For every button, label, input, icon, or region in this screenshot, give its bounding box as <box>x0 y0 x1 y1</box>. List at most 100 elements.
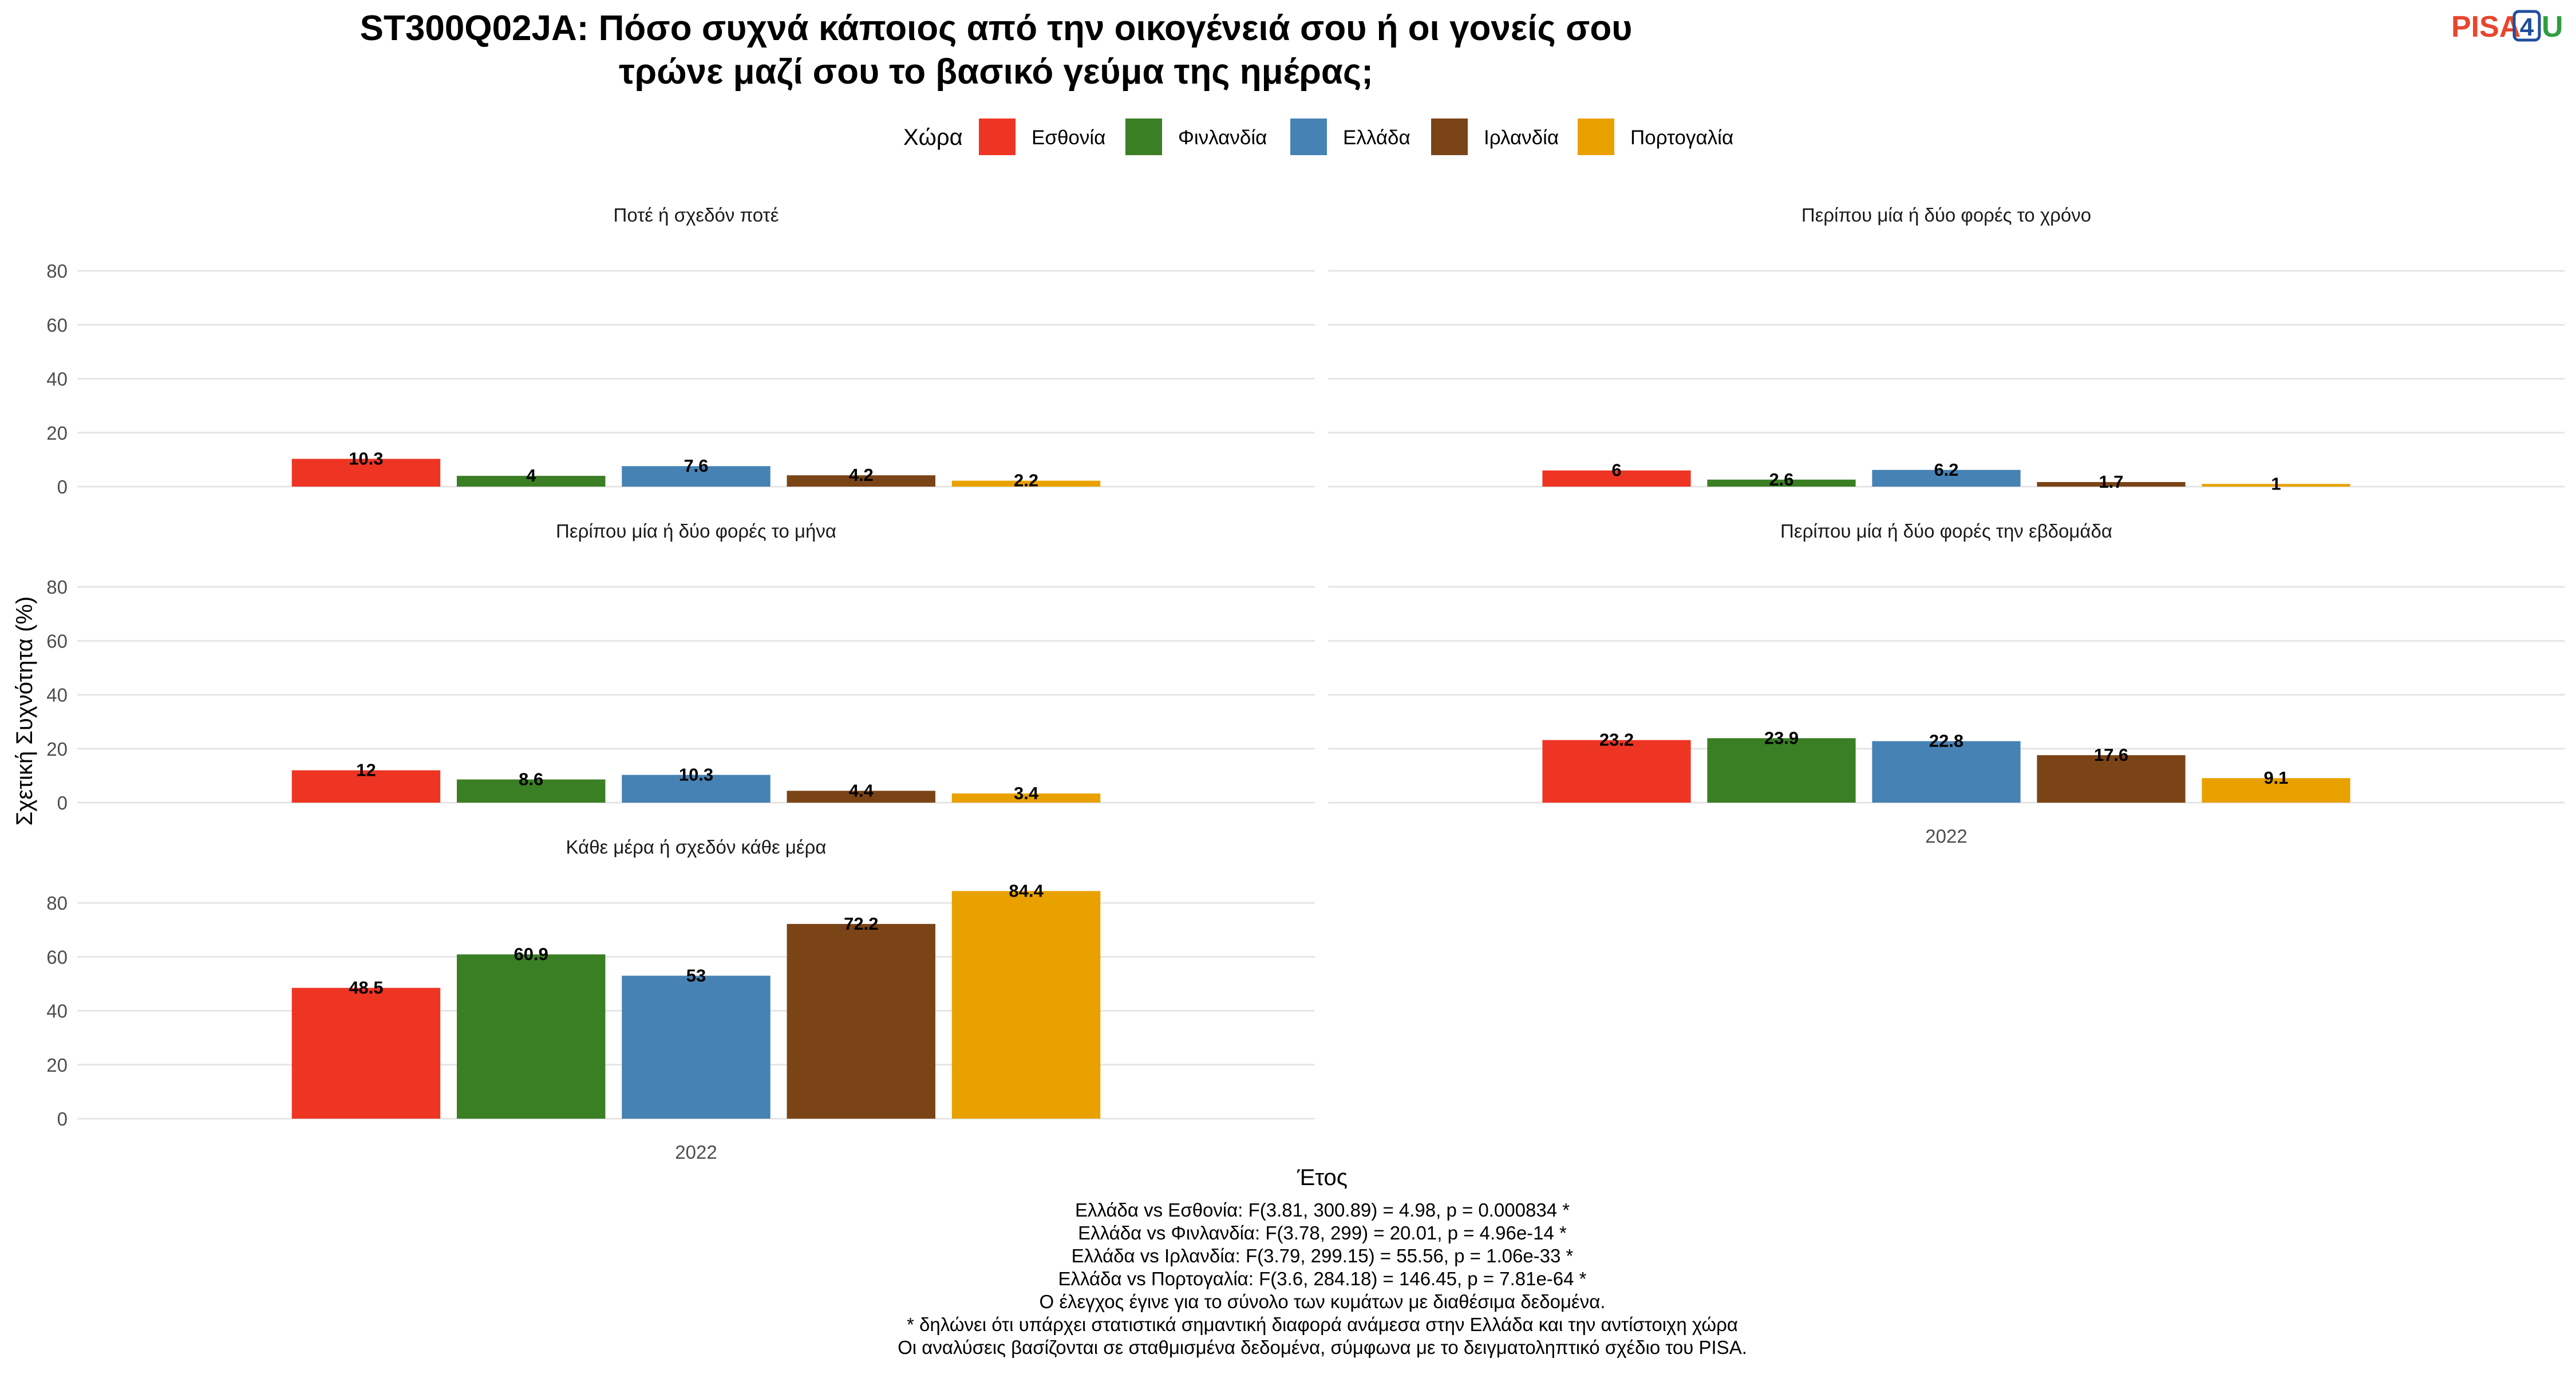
bar-series-5 <box>2202 778 2350 803</box>
bar-label-series-4: 72.2 <box>844 914 878 934</box>
bar-label-series-2: 8.6 <box>519 769 543 789</box>
y-tick-label: 60 <box>46 630 68 652</box>
bar-label-series-5: 84.4 <box>1009 881 1044 901</box>
caption-line-3: Ελλάδα vs Ιρλανδία: F(3.79, 299.15) = 55… <box>1072 1245 1574 1266</box>
bar-series-2 <box>457 954 606 1119</box>
legend-label-series-3: Ελλάδα <box>1343 127 1411 149</box>
legend-swatch-series-4 <box>1431 119 1468 155</box>
legend-label-series-4: Ιρλανδία <box>1484 127 1559 149</box>
bar-series-2 <box>1707 479 1856 487</box>
bar-label-series-1: 23.2 <box>1599 730 1634 750</box>
facet-3: Περίπου μία ή δύο φορές το μήνα 0 20 40 60 80… <box>46 520 1315 814</box>
bar-label-series-4: 4.4 <box>849 780 874 800</box>
bar-label-series-3: 7.6 <box>683 456 708 476</box>
legend-label-series-1: Εσθονία <box>1032 127 1105 149</box>
logo-box-icon <box>2512 10 2541 42</box>
bar-label-series-1: 48.5 <box>349 978 383 998</box>
bar-label-series-3: 53 <box>686 965 706 985</box>
bar-label-series-5: 2.2 <box>1014 471 1038 491</box>
bar-series-4 <box>2037 755 2186 803</box>
caption: Ελλάδα vs Εσθονία: F(3.81, 300.89) = 4.9… <box>898 1199 1747 1358</box>
bar-series-4 <box>787 475 935 487</box>
caption-line-1: Ελλάδα vs Εσθονία: F(3.81, 300.89) = 4.9… <box>1075 1199 1570 1221</box>
bar-series-3 <box>1872 741 2021 803</box>
legend-label-series-2: Φινλανδία <box>1178 127 1267 149</box>
caption-line-7: Οι αναλύσεις βασίζονται σε σταθμισμένα δ… <box>898 1337 1747 1358</box>
bar-series-3 <box>1872 469 2021 487</box>
bar-series-2 <box>457 476 606 487</box>
bar-series-2 <box>1707 738 1856 803</box>
legend-swatch-series-3 <box>1290 119 1327 155</box>
chart-title-line-1: ST300Q02JA: Πόσο συχνά κάποιος από την ο… <box>360 9 1633 48</box>
bar-label-series-1: 12 <box>356 760 376 780</box>
bar-label-series-1: 6 <box>1611 460 1621 480</box>
legend-swatch-series-2 <box>1125 119 1162 155</box>
caption-line-5: Ο έλεγχος έγινε για το σύνολο των κυμάτω… <box>1040 1291 1606 1312</box>
y-tick-label: 40 <box>46 369 68 390</box>
logo-pisa-text: PISA <box>2451 10 2520 44</box>
y-tick-label: 20 <box>46 423 68 444</box>
y-tick-label: 0 <box>57 792 68 814</box>
y-tick-label: 60 <box>46 314 68 335</box>
bar-label-series-5: 1 <box>2271 473 2281 493</box>
facet-title-4: Περίπου μία ή δύο φορές την εβδομάδα <box>1780 520 2112 542</box>
bar-series-5 <box>951 480 1101 487</box>
bar-label-series-2: 2.6 <box>1769 469 1793 489</box>
y-tick-label: 60 <box>46 946 68 968</box>
bar-series-2 <box>457 779 606 803</box>
y-tick-label: 0 <box>57 476 68 498</box>
bar-label-series-2: 4 <box>526 465 536 485</box>
bar-label-series-3: 22.8 <box>1929 731 1963 751</box>
bar-series-1 <box>291 459 441 487</box>
caption-line-6: * δηλώνει ότι υπάρχει στατιστικά σημαντι… <box>907 1314 1738 1335</box>
x-tick-label: 2022 <box>1925 826 1967 847</box>
bar-label-series-5: 3.4 <box>1014 783 1039 803</box>
y-tick-label: 80 <box>46 577 68 598</box>
x-axis-title: Έτος <box>1297 1165 1348 1190</box>
bar-series-4 <box>787 791 935 803</box>
bar-series-5 <box>951 891 1101 1119</box>
logo-four-text: 4 <box>2520 13 2534 41</box>
y-tick-label: 80 <box>46 260 68 282</box>
caption-line-2: Ελλάδα vs Φινλανδία: F(3.78, 299) = 20.0… <box>1078 1222 1567 1243</box>
bar-series-1 <box>1542 740 1691 803</box>
y-tick-label: 0 <box>57 1108 68 1130</box>
bar-label-series-4: 1.7 <box>2099 472 2123 492</box>
y-tick-label: 20 <box>46 1055 68 1076</box>
bar-series-3 <box>622 775 771 803</box>
pisa4u-logo: PISA 4 U <box>2451 10 2563 44</box>
y-tick-label: 80 <box>46 893 68 914</box>
facet-title-5: Κάθε μέρα ή σχεδόν κάθε μέρα <box>566 836 827 858</box>
facet-title-3: Περίπου μία ή δύο φορές το μήνα <box>556 520 836 542</box>
bar-label-series-2: 60.9 <box>514 944 548 964</box>
facet-title-2: Περίπου μία ή δύο φορές το χρόνο <box>1801 204 2091 226</box>
bar-series-1 <box>291 988 441 1119</box>
x-tick-label: 2022 <box>675 1142 717 1163</box>
legend-swatch-series-5 <box>1578 119 1614 155</box>
chart-title-line-2: τρώνε μαζί σου το βασικό γεύμα της ημέρα… <box>619 52 1373 92</box>
y-tick-label: 40 <box>46 685 68 706</box>
facet-4: Περίπου μία ή δύο φορές την εβδομάδα 23.2… <box>1328 520 2565 847</box>
bar-label-series-3: 6.2 <box>1934 460 1958 480</box>
facet-1: Ποτέ ή σχεδόν ποτέ 0 20 40 60 80 10.3 4 7.6 4.2 2.… <box>46 204 1315 498</box>
bar-series-4 <box>2037 481 2186 487</box>
legend-label-series-5: Πορτογαλία <box>1630 127 1733 149</box>
bar-series-1 <box>1542 470 1691 487</box>
y-axis-title: Σχετική Συχνότητα (%) <box>12 597 37 826</box>
bar-series-4 <box>787 923 935 1119</box>
bar-label-series-4: 17.6 <box>2094 745 2128 765</box>
logo-u-text: U <box>2542 10 2563 44</box>
legend: Χώρα Εσθονία Φινλανδία Ελλάδα Ιρλανδία Πορτο… <box>903 119 1733 155</box>
bar-label-series-5: 9.1 <box>2263 768 2288 788</box>
bar-label-series-3: 10.3 <box>679 764 713 784</box>
bar-label-series-4: 4.2 <box>849 465 874 485</box>
caption-line-4: Ελλάδα vs Πορτογαλία: F(3.6, 284.18) = 1… <box>1058 1268 1586 1289</box>
facet-5: Κάθε μέρα ή σχεδόν κάθε μέρα 0 20 40 60 80 48.… <box>46 836 1315 1163</box>
facet-2: Περίπου μία ή δύο φορές το χρόνο 6 2.6 6.2 1… <box>1328 204 2565 493</box>
bar-label-series-2: 23.9 <box>1764 728 1799 748</box>
bar-series-3 <box>622 976 771 1119</box>
facet-title-1: Ποτέ ή σχεδόν ποτέ <box>614 204 779 226</box>
